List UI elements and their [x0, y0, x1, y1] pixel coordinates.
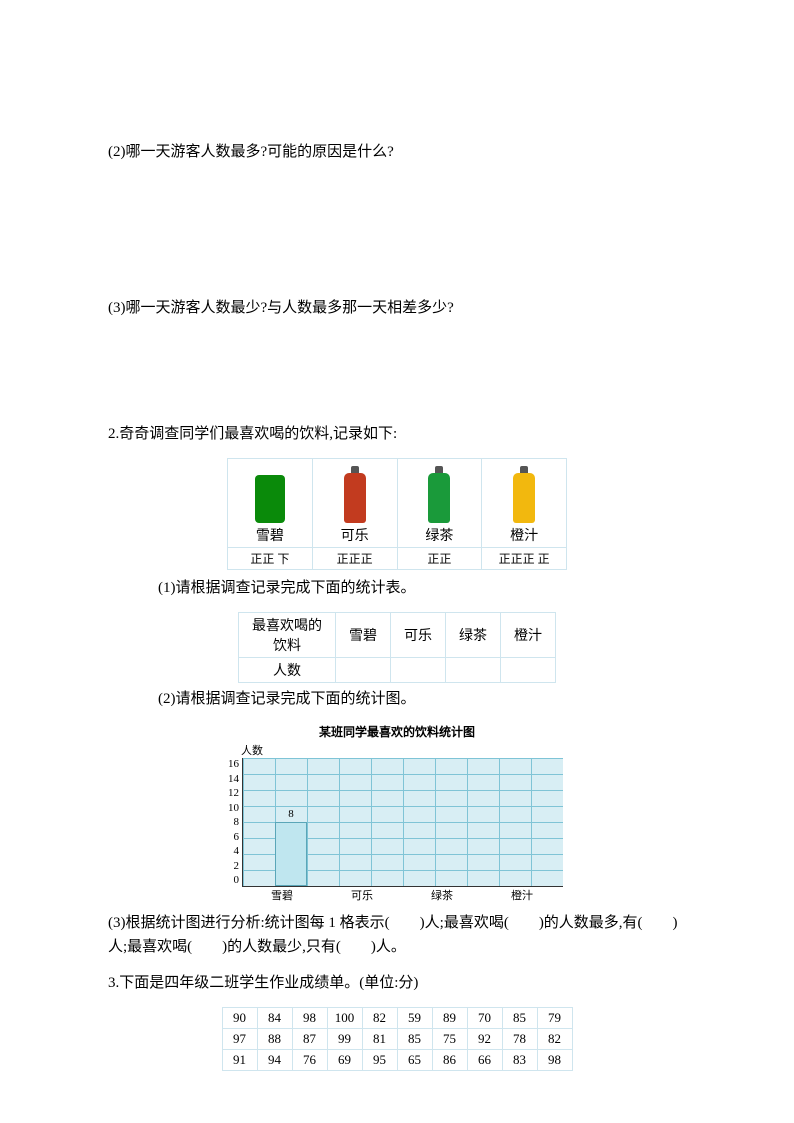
question-1-2: (2)哪一天游客人数最多?可能的原因是什么?	[108, 140, 686, 164]
score-cell: 100	[327, 1008, 362, 1029]
xtick-label: 可乐	[322, 887, 402, 903]
beverage-stats-table: 最喜欢喝的饮料 雪碧可乐绿茶橙汁 人数	[238, 612, 556, 683]
score-cell: 99	[327, 1029, 362, 1050]
beverage-icon	[513, 473, 535, 523]
beverage-label: 可乐	[313, 525, 397, 545]
beverage-label: 绿茶	[398, 525, 482, 545]
chart-title: 某班同学最喜欢的饮料统计图	[217, 723, 577, 740]
score-cell: 82	[362, 1008, 397, 1029]
beverage-cell: 雪碧	[227, 458, 313, 547]
ytick-label: 2	[217, 860, 239, 872]
ytick-label: 8	[217, 816, 239, 828]
ytick-label: 6	[217, 831, 239, 843]
score-cell: 94	[257, 1050, 292, 1071]
chart-y-label: 人数	[241, 742, 577, 758]
stats-col-header: 橙汁	[501, 613, 556, 658]
beverage-label: 橙汁	[482, 525, 566, 545]
score-cell: 86	[432, 1050, 467, 1071]
score-cell: 59	[397, 1008, 432, 1029]
score-cell: 75	[432, 1029, 467, 1050]
tally-cell: 正正	[398, 548, 483, 570]
score-cell: 88	[257, 1029, 292, 1050]
score-cell: 78	[502, 1029, 537, 1050]
score-cell: 69	[327, 1050, 362, 1071]
score-cell: 91	[222, 1050, 257, 1071]
beverage-cell: 可乐	[313, 458, 398, 547]
score-cell: 97	[222, 1029, 257, 1050]
tally-cell: 正正 下	[227, 548, 313, 570]
chart-bar	[275, 822, 307, 886]
score-cell: 79	[537, 1008, 572, 1029]
score-cell: 82	[537, 1029, 572, 1050]
question-3-intro: 3.下面是四年级二班学生作业成绩单。(单位:分)	[108, 971, 686, 995]
score-cell: 84	[257, 1008, 292, 1029]
beverage-icon	[255, 475, 285, 523]
ytick-label: 0	[217, 874, 239, 886]
question-2-2: (2)请根据调查记录完成下面的统计图。	[158, 687, 686, 711]
table-row: 91947669956586668398	[222, 1050, 572, 1071]
chart-y-ticks: 16 14 12 10 8 6 4 2 0	[217, 758, 242, 886]
score-cell: 90	[222, 1008, 257, 1029]
ytick-label: 10	[217, 802, 239, 814]
stats-col-header: 可乐	[391, 613, 446, 658]
beverage-images-row: 雪碧可乐绿茶橙汁	[227, 458, 567, 548]
score-cell: 65	[397, 1050, 432, 1071]
score-cell: 98	[537, 1050, 572, 1071]
question-2-1: (1)请根据调查记录完成下面的统计表。	[158, 576, 686, 600]
stats-col-header: 绿茶	[446, 613, 501, 658]
stats-empty-cell	[446, 658, 501, 683]
stats-empty-cell	[336, 658, 391, 683]
score-cell: 87	[292, 1029, 327, 1050]
beverage-icon	[344, 473, 366, 523]
score-cell: 98	[292, 1008, 327, 1029]
score-cell: 76	[292, 1050, 327, 1071]
beverage-cell: 绿茶	[398, 458, 483, 547]
chart-x-ticks: 雪碧可乐绿茶橙汁	[242, 887, 562, 903]
score-cell: 89	[432, 1008, 467, 1029]
stats-row-header: 最喜欢喝的饮料	[239, 613, 336, 658]
score-cell: 66	[467, 1050, 502, 1071]
table-row: 908498100825989708579	[222, 1008, 572, 1029]
beverage-tally-row: 正正 下正正正正正正正正 正	[227, 548, 567, 570]
score-cell: 81	[362, 1029, 397, 1050]
score-cell: 95	[362, 1050, 397, 1071]
stats-row-header: 人数	[239, 658, 336, 683]
chart-grid: 8	[242, 758, 563, 887]
score-cell: 70	[467, 1008, 502, 1029]
xtick-label: 橙汁	[482, 887, 562, 903]
beverage-cell: 橙汁	[482, 458, 567, 547]
ytick-label: 4	[217, 845, 239, 857]
tally-cell: 正正正	[313, 548, 398, 570]
beverage-bar-chart: 某班同学最喜欢的饮料统计图 人数 16 14 12 10 8 6 4 2 0 8 雪碧可乐绿茶橙…	[217, 723, 577, 903]
score-cell: 92	[467, 1029, 502, 1050]
score-cell: 85	[502, 1008, 537, 1029]
stats-col-header: 雪碧	[336, 613, 391, 658]
question-1-3: (3)哪一天游客人数最少?与人数最多那一天相差多少?	[108, 296, 686, 320]
question-2-intro: 2.奇奇调查同学们最喜欢喝的饮料,记录如下:	[108, 422, 686, 446]
tally-cell: 正正正 正	[482, 548, 567, 570]
score-cell: 83	[502, 1050, 537, 1071]
score-cell: 85	[397, 1029, 432, 1050]
table-row: 97888799818575927882	[222, 1029, 572, 1050]
stats-empty-cell	[391, 658, 446, 683]
ytick-label: 16	[217, 758, 239, 770]
xtick-label: 绿茶	[402, 887, 482, 903]
scores-table: 9084981008259897085799788879981857592788…	[222, 1007, 573, 1071]
beverage-icon	[428, 473, 450, 523]
stats-empty-cell	[501, 658, 556, 683]
bar-value-label: 8	[275, 808, 307, 820]
question-2-3: (3)根据统计图进行分析:统计图每 1 格表示( )人;最喜欢喝( )的人数最多…	[108, 911, 686, 959]
ytick-label: 12	[217, 787, 239, 799]
xtick-label: 雪碧	[242, 887, 322, 903]
ytick-label: 14	[217, 773, 239, 785]
beverage-label: 雪碧	[228, 525, 312, 545]
